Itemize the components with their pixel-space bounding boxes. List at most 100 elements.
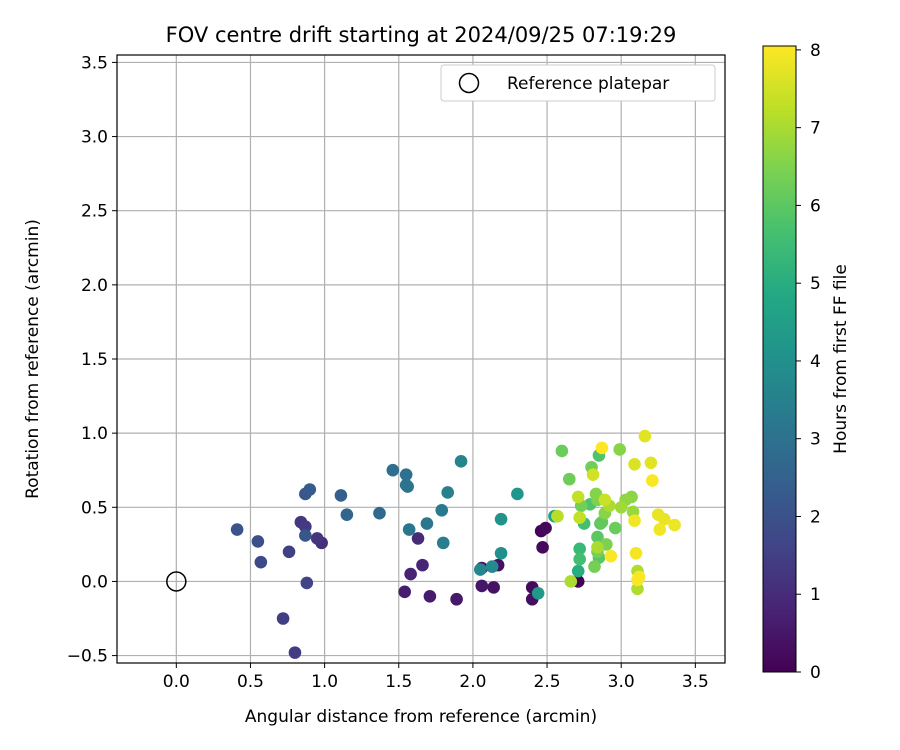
data-point	[571, 564, 585, 578]
data-point	[251, 535, 265, 548]
data-point	[591, 530, 604, 544]
y-axis-label: Rotation from reference (arcmin)	[23, 219, 43, 499]
data-point	[539, 521, 552, 535]
data-point	[588, 560, 601, 573]
data-point	[573, 542, 586, 556]
data-point	[254, 555, 268, 569]
data-point	[487, 581, 500, 594]
y-tick-label: 1.5	[81, 350, 108, 370]
data-point	[420, 517, 434, 530]
y-tick-label: 0.0	[81, 572, 108, 592]
data-point	[586, 468, 600, 481]
plot-area	[116, 54, 726, 664]
data-point	[653, 523, 667, 536]
colorbar-tick-label: 6	[810, 196, 821, 216]
data-point	[416, 558, 429, 572]
y-tick-label: 3.5	[81, 53, 108, 73]
data-point	[450, 592, 463, 606]
data-point	[562, 472, 576, 486]
data-point	[373, 506, 386, 520]
colorbar-tick-label: 7	[810, 119, 821, 139]
colorbar-tick-label: 1	[810, 585, 821, 605]
data-point	[340, 508, 354, 522]
data-point	[614, 500, 628, 514]
data-point	[551, 509, 564, 523]
legend-entry-reference: Reference platepar	[507, 74, 669, 94]
data-point	[423, 589, 437, 603]
data-point	[303, 483, 317, 496]
data-point	[494, 512, 508, 526]
data-point	[300, 576, 314, 590]
data-point	[494, 546, 508, 560]
data-point	[595, 441, 609, 455]
data-point	[629, 546, 643, 560]
y-tick-label: 0.5	[81, 498, 108, 518]
data-point	[435, 503, 449, 517]
x-tick-label: 1.0	[311, 672, 338, 692]
legend-box	[440, 64, 716, 102]
reference-marker-group	[166, 571, 187, 592]
chart-title: FOV centre drift starting at 2024/09/25 …	[166, 23, 677, 47]
data-point	[404, 567, 417, 581]
x-tick-label: 2.0	[459, 672, 486, 692]
x-tick-label: 1.5	[385, 672, 412, 692]
data-point	[288, 646, 302, 659]
data-point	[644, 456, 658, 470]
data-point	[573, 511, 586, 524]
colorbar-tick-label: 8	[810, 41, 821, 61]
data-point	[638, 429, 652, 443]
data-point	[628, 514, 641, 527]
data-point	[399, 468, 413, 481]
x-tick-label: 2.5	[534, 672, 561, 692]
data-point	[386, 463, 400, 477]
legend-reference-marker	[458, 72, 480, 94]
data-point	[230, 523, 244, 536]
data-point	[454, 455, 468, 468]
legend: Reference platepar	[440, 64, 716, 102]
data-point	[598, 493, 612, 507]
data-point	[475, 579, 489, 593]
colorbar-tick-label: 5	[810, 274, 821, 294]
y-tick-label: 1.0	[81, 424, 108, 444]
data-point	[436, 536, 450, 550]
data-point	[511, 487, 524, 501]
data-point	[564, 575, 578, 588]
y-tick-label: −0.5	[67, 647, 108, 667]
data-point	[631, 582, 644, 596]
scatter-points	[230, 429, 681, 659]
x-axis-label: Angular distance from reference (arcmin)	[245, 707, 597, 727]
data-point	[411, 532, 425, 545]
x-axis-ticks: 0.0 0.5 1.0 1.5 2.0 2.5 3.0 3.5	[163, 663, 709, 692]
data-point	[613, 443, 627, 456]
colorbar-tick-label: 2	[810, 507, 821, 527]
colorbar-tick-label: 3	[810, 430, 821, 450]
reference-platepar-marker	[166, 571, 187, 592]
y-tick-label: 3.0	[81, 128, 108, 148]
data-point	[591, 541, 604, 554]
data-point	[334, 489, 348, 502]
colorbar-gradient	[762, 45, 797, 673]
x-tick-label: 3.5	[682, 672, 709, 692]
data-point	[571, 490, 585, 504]
data-point	[604, 549, 618, 563]
data-point	[628, 457, 641, 471]
x-tick-label: 3.0	[608, 672, 635, 692]
y-tick-label: 2.0	[81, 276, 108, 296]
data-point	[299, 529, 312, 542]
colorbar: 0 1 2 3 4 5 6 7 8 Hours from first FF file	[762, 41, 851, 683]
x-tick-label: 0.0	[163, 672, 190, 692]
data-point	[441, 486, 454, 499]
colorbar-tick-label: 4	[810, 352, 821, 372]
data-point	[536, 541, 549, 554]
data-point	[573, 552, 586, 566]
data-point	[589, 487, 603, 501]
data-point	[474, 563, 487, 576]
data-point	[646, 474, 659, 487]
y-tick-label: 2.5	[81, 202, 108, 222]
x-tick-label: 0.5	[237, 672, 264, 692]
colorbar-tick-label: 0	[810, 663, 821, 683]
data-point	[282, 545, 296, 559]
data-point	[657, 512, 671, 526]
data-point	[398, 585, 411, 599]
